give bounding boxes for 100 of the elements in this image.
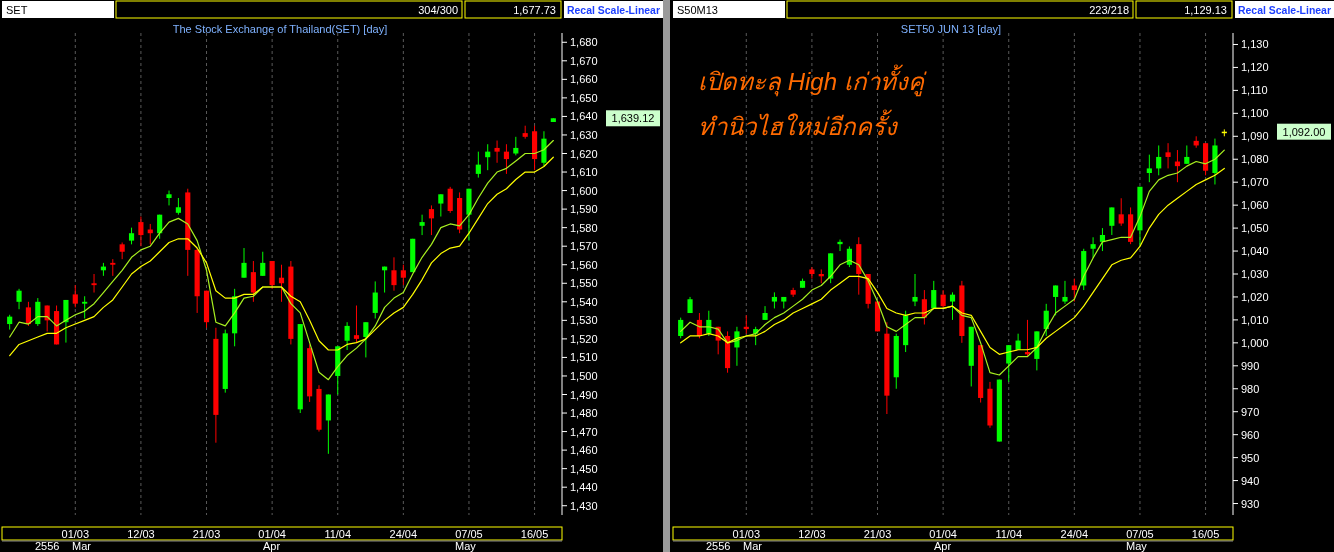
line-series [9, 156, 554, 357]
candlestick [1053, 284, 1059, 316]
text: 1,639.12 [611, 112, 655, 125]
y-tick-label: 950 [1241, 451, 1260, 464]
candlestick [949, 291, 956, 321]
candlestick [809, 266, 815, 280]
candlestick [940, 289, 946, 309]
text: 2556 [706, 540, 731, 552]
y-tick-label: 1,470 [570, 425, 598, 438]
y-tick-label: 1,000 [1241, 336, 1269, 349]
y-tick-label: 1,490 [570, 388, 598, 401]
candlestick [1118, 197, 1124, 227]
candlestick [1099, 227, 1106, 252]
candlestick [91, 273, 97, 294]
y-tick-label: 1,440 [570, 481, 598, 494]
x-tick-label: 01/04 [258, 527, 286, 540]
x-tick-label: 07/05 [1126, 527, 1154, 540]
candlestick [912, 273, 918, 307]
line-series [9, 139, 554, 381]
text: S50M13 [677, 4, 718, 16]
candlestick [447, 186, 453, 214]
y-tick-label: 980 [1241, 382, 1260, 395]
candlestick [63, 299, 69, 344]
line-series [680, 149, 1225, 376]
candlestick [16, 288, 22, 310]
x-tick-label: 11/04 [995, 527, 1023, 540]
candlestick [762, 305, 768, 321]
x-tick-label: 16/05 [1191, 527, 1220, 540]
candlestick [1006, 344, 1012, 383]
y-tick-label: 1,520 [570, 332, 598, 345]
candlestick [260, 251, 266, 277]
text: Recal Scale-Linear [1238, 4, 1332, 16]
x-tick-label: 07/05 [455, 527, 483, 540]
y-tick-label: 960 [1241, 428, 1260, 441]
candlestick [1071, 278, 1077, 303]
y-tick-label: 1,530 [570, 314, 598, 327]
x-tick-label: 24/04 [1060, 527, 1089, 540]
x-tick-label: 12/03 [798, 527, 826, 540]
candlestick [931, 280, 937, 309]
y-tick-label: 1,550 [570, 277, 598, 290]
text: Apr [934, 540, 952, 552]
y-tick-label: 1,540 [570, 295, 598, 308]
candlestick [353, 305, 360, 344]
text: Mar [743, 540, 763, 552]
text: May [1126, 540, 1148, 552]
candlestick [1090, 236, 1096, 259]
x-tick-label: 21/03 [192, 527, 221, 540]
y-tick-label: 1,580 [570, 221, 598, 234]
text: 304/300 [418, 4, 458, 16]
y-tick-label: 1,570 [570, 240, 598, 253]
chart-title: SET50 JUN 13 [day] [900, 23, 1002, 35]
candlestick [241, 247, 247, 279]
y-tick-label: 1,620 [570, 147, 598, 160]
x-tick-label: 12/03 [127, 527, 155, 540]
candlestick [503, 143, 510, 175]
candlestick [35, 297, 41, 327]
y-tick-label: 1,650 [570, 91, 598, 104]
candlestick [391, 256, 397, 292]
candlestick [837, 239, 843, 252]
candlestick [513, 136, 519, 156]
candlestick [400, 264, 406, 286]
y-tick-label: 1,510 [570, 351, 598, 364]
candlestick [1165, 142, 1171, 169]
x-tick-label: 24/04 [389, 527, 418, 540]
y-tick-label: 1,120 [1241, 61, 1269, 74]
text: 1,092.00 [1282, 125, 1326, 138]
x-tick-label: 01/04 [929, 527, 957, 540]
candlestick [428, 204, 435, 236]
annotation: ทำนิวไฮใหม่อีกครั้ง [698, 109, 899, 140]
y-tick-label: 1,500 [570, 369, 598, 382]
y-tick-label: 1,600 [570, 184, 598, 197]
y-tick-label: 1,460 [570, 444, 598, 457]
candlestick [1146, 154, 1152, 183]
candlestick [1184, 144, 1190, 165]
candlestick [25, 301, 32, 327]
y-tick-label: 1,010 [1241, 313, 1269, 326]
y-tick-label: 1,480 [570, 407, 598, 420]
y-tick-label: 1,630 [570, 128, 598, 141]
y-tick-label: 1,080 [1241, 153, 1269, 166]
candlestick [678, 317, 684, 339]
candlestick [438, 193, 444, 218]
y-tick-label: 1,030 [1241, 268, 1269, 280]
candlestick [1109, 206, 1115, 236]
candlestick [72, 284, 78, 308]
candlestick [1156, 144, 1162, 176]
y-tick-label: 1,670 [570, 54, 598, 67]
candlestick [494, 140, 500, 164]
annotation: เปิดทะลุ High เก่าทั้งคู่ [698, 64, 927, 97]
text: 1,677.73 [513, 4, 556, 16]
x-tick-label: 11/04 [324, 527, 352, 540]
y-tick-label: 1,090 [1241, 130, 1269, 143]
chart-title: The Stock Exchange of Thailand(SET) [day] [172, 23, 388, 35]
text: 2556 [35, 540, 60, 552]
candlestick [344, 321, 350, 351]
y-tick-label: 1,660 [570, 73, 598, 86]
y-tick-label: 1,450 [570, 462, 598, 475]
y-tick-label: 940 [1241, 474, 1260, 487]
y-tick-label: 1,110 [1241, 84, 1268, 97]
candlestick [363, 321, 369, 358]
text: Mar [72, 540, 92, 552]
